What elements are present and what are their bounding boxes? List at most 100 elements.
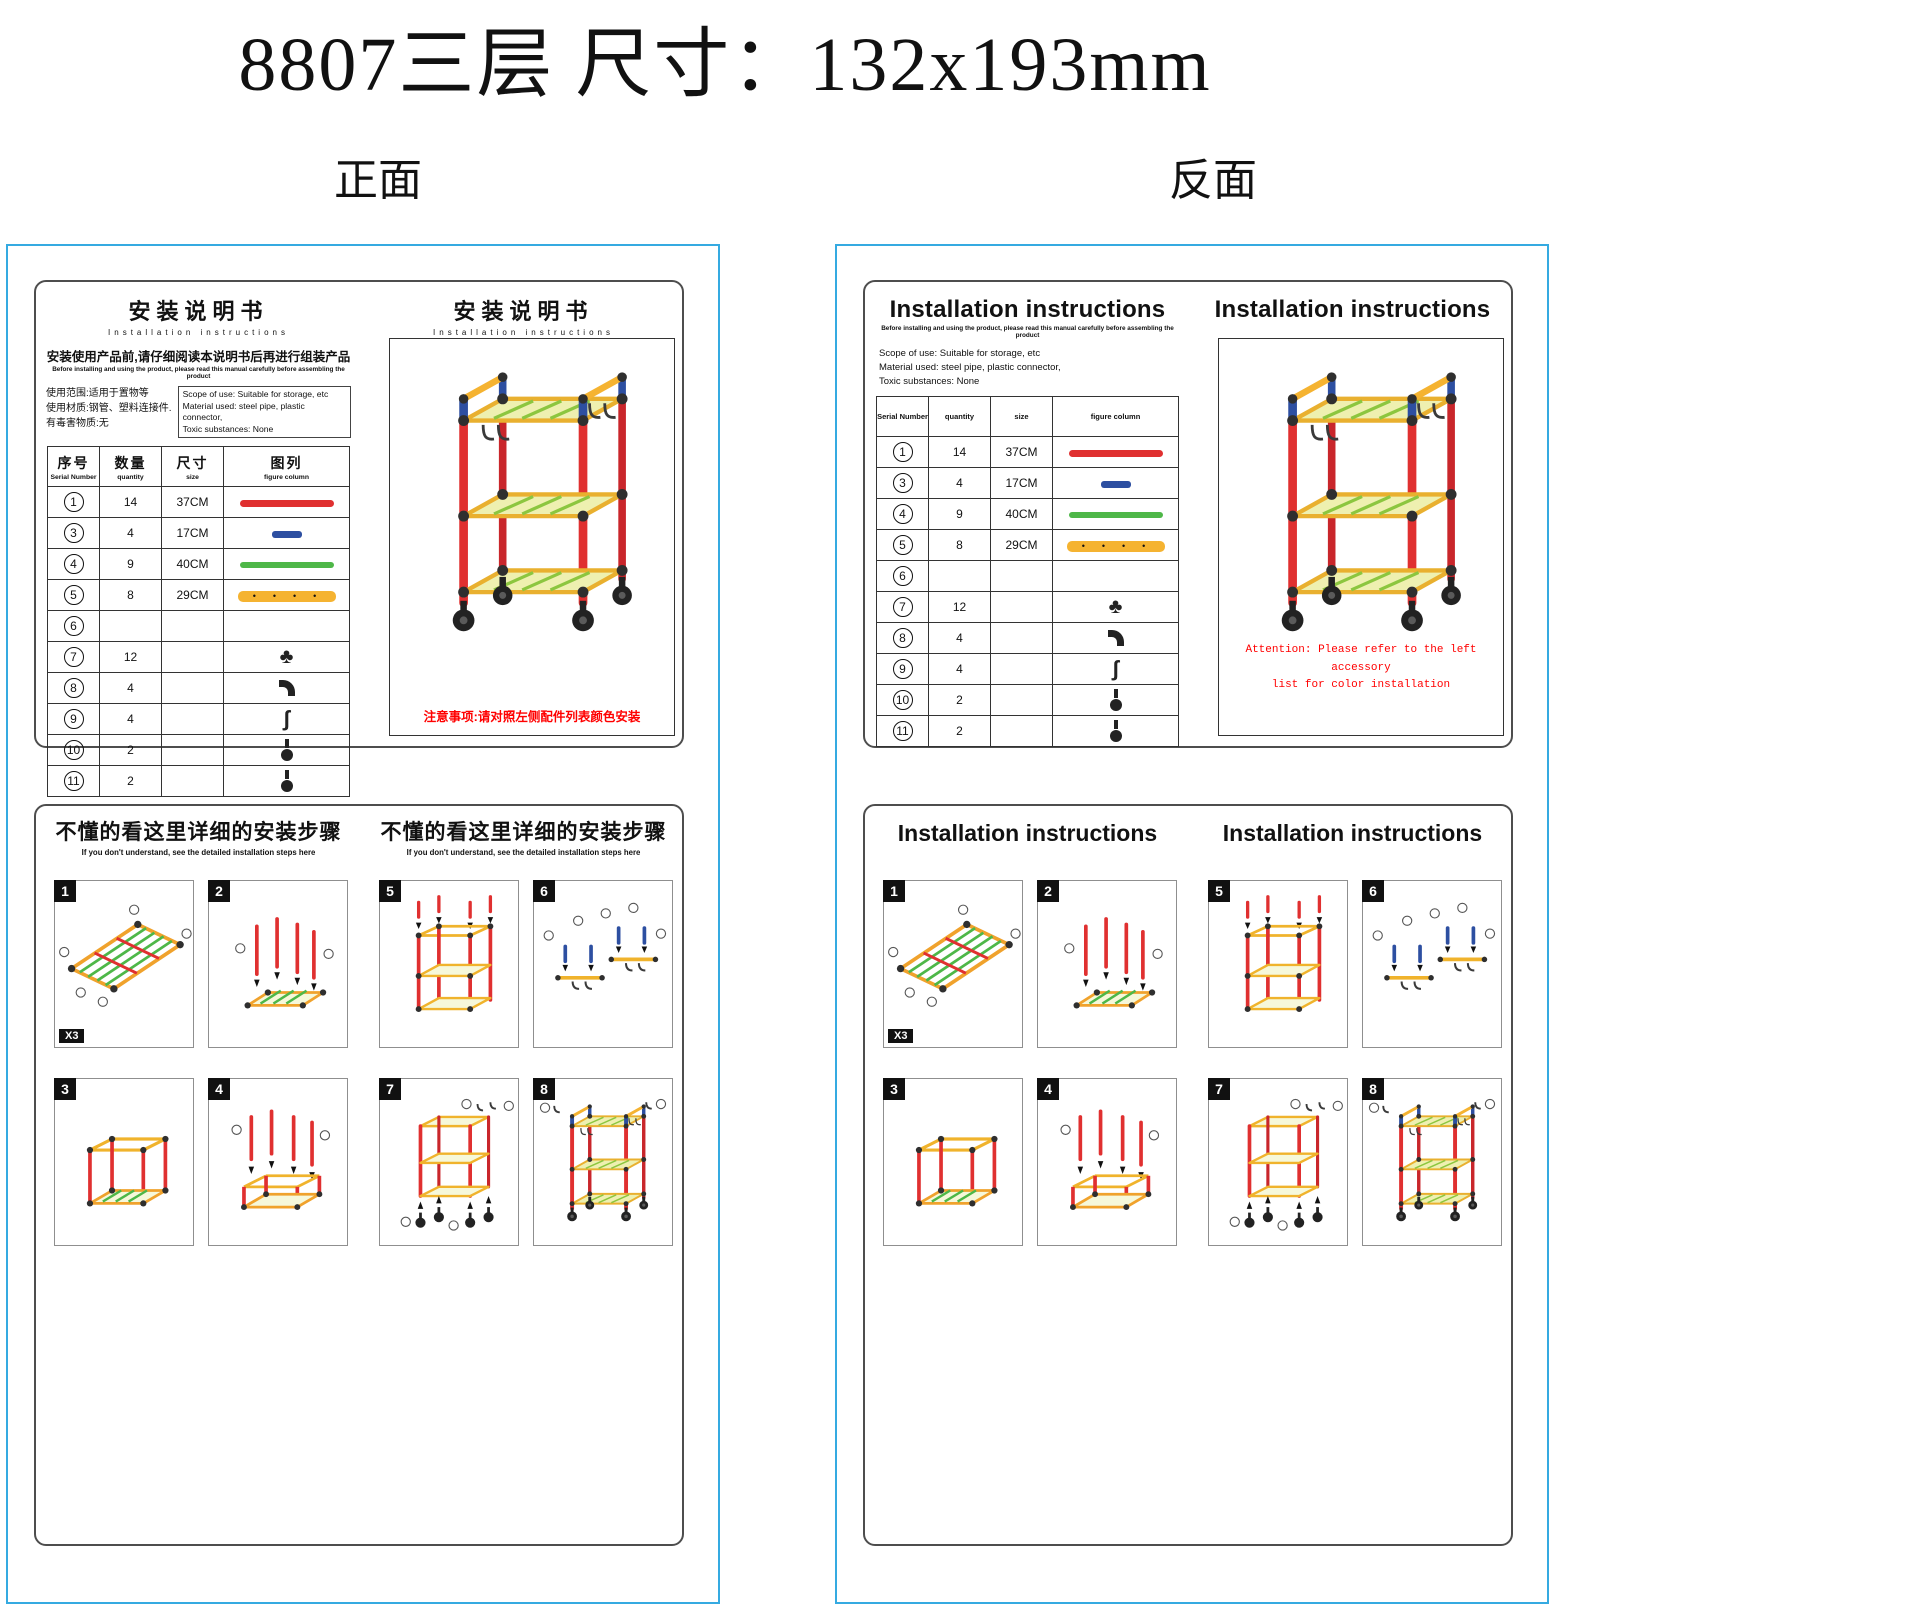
cell-serial: 6: [47, 610, 100, 643]
warning-text-zh: 安装使用产品前,请仔细阅读本说明书后再进行组装产品: [46, 350, 351, 364]
step-box-3: 3: [54, 1078, 194, 1246]
step-box-7: 7: [1208, 1078, 1348, 1246]
manual-title-en: Installation instructions: [889, 296, 1166, 323]
cell-size: 40CM: [161, 548, 224, 581]
manual-title-zh: 安装说明书: [453, 299, 594, 324]
serial-number-badge: 3: [63, 523, 84, 544]
part-figure-icon: [1066, 540, 1165, 552]
cell-figure: [223, 579, 350, 612]
cell-size: [990, 684, 1053, 717]
header-figure: 图列 figure column: [223, 446, 350, 488]
part-figure-icon: [278, 680, 295, 697]
manual-subtitle: Installation instructions: [108, 328, 289, 337]
cell-serial: 1: [47, 486, 100, 519]
back-steps-card: Installation instructions 1 X3 2 3 4: [863, 804, 1513, 1546]
cell-serial: 5: [876, 529, 929, 562]
serial-number-badge: 9: [63, 709, 84, 730]
step-8-illustration: [1363, 1079, 1501, 1245]
step-box-3: 3: [883, 1078, 1023, 1246]
step-number-badge: 2: [208, 880, 230, 902]
front-steps-card: 不懂的看这里详细的安装步骤 If you don't understand, s…: [34, 804, 684, 1546]
part-figure-icon: [1109, 596, 1123, 618]
warning-text-en: Before installing and using the product,…: [881, 325, 1174, 339]
serial-number-badge: 5: [63, 585, 84, 606]
cell-size: 17CM: [161, 517, 224, 550]
step-box-7: 7: [379, 1078, 519, 1246]
step-number-badge: 8: [1362, 1078, 1384, 1100]
cell-size: [161, 610, 224, 643]
step-number-badge: 1: [883, 880, 905, 902]
cell-serial: 8: [47, 672, 100, 705]
step-number-badge: 4: [208, 1078, 230, 1100]
cell-serial: 9: [876, 653, 929, 686]
serial-number-badge: 10: [63, 740, 84, 761]
cell-quantity: 4: [99, 517, 162, 550]
cell-quantity: [99, 610, 162, 643]
serial-number-badge: 11: [63, 771, 84, 792]
part-figure-icon: [1112, 658, 1119, 680]
parts-table-row: 9 4: [47, 703, 350, 736]
step-box-4: 4: [208, 1078, 348, 1246]
cell-quantity: 8: [928, 529, 991, 562]
steps-title-zh: 不懂的看这里详细的安装步骤: [55, 821, 342, 844]
part-figure-icon: [1109, 689, 1123, 712]
step-2-illustration: [209, 881, 347, 1047]
steps-title-zh: 不懂的看这里详细的安装步骤: [380, 821, 667, 844]
header-serial: Serial Number: [876, 396, 929, 438]
parts-table-row: 4 9 40CM: [876, 498, 1179, 531]
cell-quantity: 2: [99, 765, 162, 798]
parts-table-row: 5 8 29CM: [876, 529, 1179, 562]
parts-table-row: 6: [876, 560, 1179, 593]
cell-serial: 3: [876, 467, 929, 500]
part-figure-icon: [1107, 630, 1124, 647]
cell-quantity: 4: [928, 622, 991, 655]
front-side-label: 正面: [334, 156, 422, 205]
cell-quantity: 4: [99, 672, 162, 705]
part-figure-icon: [237, 590, 336, 602]
cart-illustration: [1247, 355, 1475, 649]
parts-table-row: 3 4 17CM: [47, 517, 350, 550]
cell-size: [161, 734, 224, 767]
parts-table-header-row: 序号 Serial Number 数量 quantity 尺寸 size 图列 figu…: [47, 446, 350, 488]
step-8-illustration: [534, 1079, 672, 1245]
manual-title-en: Installation instructions: [1214, 296, 1491, 323]
x3-badge: X3: [888, 1029, 914, 1043]
steps-subtitle-en: If you don't understand, see the detaile…: [81, 848, 316, 857]
step-box-8: 8: [533, 1078, 673, 1246]
part-figure-icon: [1068, 449, 1163, 457]
cell-size: 37CM: [161, 486, 224, 519]
step-box-2: 2: [208, 880, 348, 1048]
cell-figure: [223, 517, 350, 550]
cell-figure: [1052, 715, 1179, 748]
steps-subtitle-en: If you don't understand, see the detaile…: [406, 848, 641, 857]
cell-serial: 5: [47, 579, 100, 612]
step-3-illustration: [55, 1079, 193, 1245]
cell-serial: 11: [47, 765, 100, 798]
back-panel: Installation instructions Before install…: [835, 244, 1549, 1604]
step-box-1: 1 X3: [883, 880, 1023, 1048]
header-figure: figure column: [1052, 396, 1179, 438]
cell-serial: 10: [876, 684, 929, 717]
cell-size: [990, 715, 1053, 748]
step-number-badge: 8: [533, 1078, 555, 1100]
serial-number-badge: 1: [63, 492, 84, 513]
cell-size: 29CM: [161, 579, 224, 612]
step-number-badge: 7: [379, 1078, 401, 1100]
cell-quantity: 4: [928, 467, 991, 500]
cell-figure: [1052, 529, 1179, 562]
cell-figure: [1052, 467, 1179, 500]
serial-number-badge: 7: [63, 647, 84, 668]
cell-quantity: 2: [928, 715, 991, 748]
step-box-2: 2: [1037, 880, 1177, 1048]
step-box-4: 4: [1037, 1078, 1177, 1246]
step-4-illustration: [1038, 1079, 1176, 1245]
step-number-badge: 2: [1037, 880, 1059, 902]
cell-serial: 3: [47, 517, 100, 550]
step-number-badge: 5: [379, 880, 401, 902]
cell-quantity: 2: [928, 684, 991, 717]
step-1-illustration: [55, 881, 193, 1047]
cell-figure: [1052, 684, 1179, 717]
steps-title-en: Installation instructions: [1222, 820, 1483, 846]
part-figure-icon: [239, 562, 334, 569]
header-size: 尺寸 size: [161, 446, 224, 488]
